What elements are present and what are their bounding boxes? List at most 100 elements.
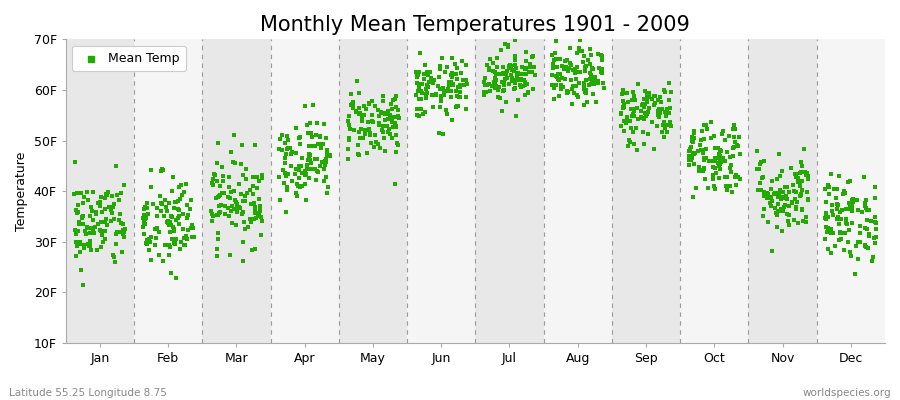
Point: [789, 199, 804, 205]
Point: [164, 213, 178, 219]
Point: [857, 174, 871, 180]
Point: [724, 189, 739, 195]
Point: [842, 200, 856, 207]
Point: [433, 66, 447, 72]
Point: [95, 238, 110, 245]
Point: [499, 99, 513, 105]
Point: [222, 174, 237, 180]
Point: [112, 217, 126, 223]
Point: [824, 230, 839, 236]
Point: [239, 166, 254, 172]
Point: [787, 188, 801, 194]
Point: [723, 183, 737, 189]
Point: [236, 258, 250, 264]
Point: [692, 168, 706, 174]
Point: [225, 220, 239, 226]
Point: [830, 216, 844, 222]
Point: [302, 175, 316, 181]
Point: [845, 200, 859, 207]
Point: [204, 180, 219, 186]
Point: [184, 234, 199, 240]
Point: [716, 154, 730, 161]
Point: [93, 203, 107, 210]
Point: [418, 86, 433, 92]
Point: [415, 89, 429, 96]
Point: [841, 179, 855, 185]
Point: [382, 126, 396, 132]
Point: [236, 209, 250, 216]
Point: [548, 82, 562, 88]
Point: [356, 103, 371, 110]
Point: [491, 87, 506, 93]
Point: [792, 170, 806, 176]
Point: [583, 46, 598, 52]
Point: [164, 270, 178, 277]
Point: [799, 171, 814, 178]
Point: [166, 228, 181, 234]
Point: [292, 163, 307, 169]
Point: [212, 210, 226, 216]
Point: [409, 69, 423, 76]
Point: [625, 97, 639, 104]
Point: [415, 81, 429, 87]
Point: [647, 93, 662, 99]
Point: [150, 205, 165, 211]
Point: [230, 206, 245, 212]
Point: [378, 117, 392, 123]
Point: [99, 191, 113, 197]
Point: [583, 52, 598, 59]
Point: [444, 87, 458, 94]
Point: [619, 120, 634, 127]
Point: [551, 76, 565, 82]
Point: [712, 163, 726, 170]
Point: [252, 210, 266, 216]
Point: [761, 190, 776, 197]
Point: [319, 174, 333, 180]
Point: [436, 131, 451, 137]
Point: [345, 101, 359, 108]
Point: [842, 206, 856, 212]
Point: [640, 99, 654, 105]
Point: [386, 124, 400, 130]
Point: [352, 129, 366, 135]
Point: [167, 241, 182, 248]
Point: [708, 156, 723, 163]
Point: [235, 239, 249, 246]
Point: [821, 182, 835, 188]
Point: [657, 87, 671, 94]
Point: [505, 67, 519, 74]
Point: [227, 132, 241, 138]
Point: [214, 189, 229, 196]
Point: [650, 122, 664, 129]
Point: [868, 234, 883, 240]
Point: [140, 200, 154, 207]
Point: [319, 158, 333, 164]
Point: [796, 217, 810, 224]
Point: [720, 174, 734, 180]
Point: [302, 129, 316, 136]
Point: [204, 208, 219, 214]
Point: [654, 129, 669, 136]
Point: [365, 118, 380, 125]
Point: [83, 243, 97, 249]
Point: [545, 60, 560, 67]
Point: [773, 206, 788, 212]
Point: [686, 150, 700, 156]
Point: [779, 194, 794, 200]
Point: [416, 110, 430, 117]
Point: [94, 193, 108, 200]
Point: [616, 104, 631, 110]
Point: [684, 144, 698, 150]
Point: [836, 230, 850, 236]
Point: [158, 196, 172, 203]
Point: [526, 86, 540, 93]
Point: [477, 92, 491, 98]
Point: [86, 226, 101, 232]
Point: [152, 229, 166, 235]
Point: [376, 134, 391, 141]
Point: [292, 135, 307, 142]
Point: [820, 228, 834, 235]
Point: [647, 102, 662, 108]
Point: [433, 63, 447, 69]
Point: [341, 146, 356, 152]
